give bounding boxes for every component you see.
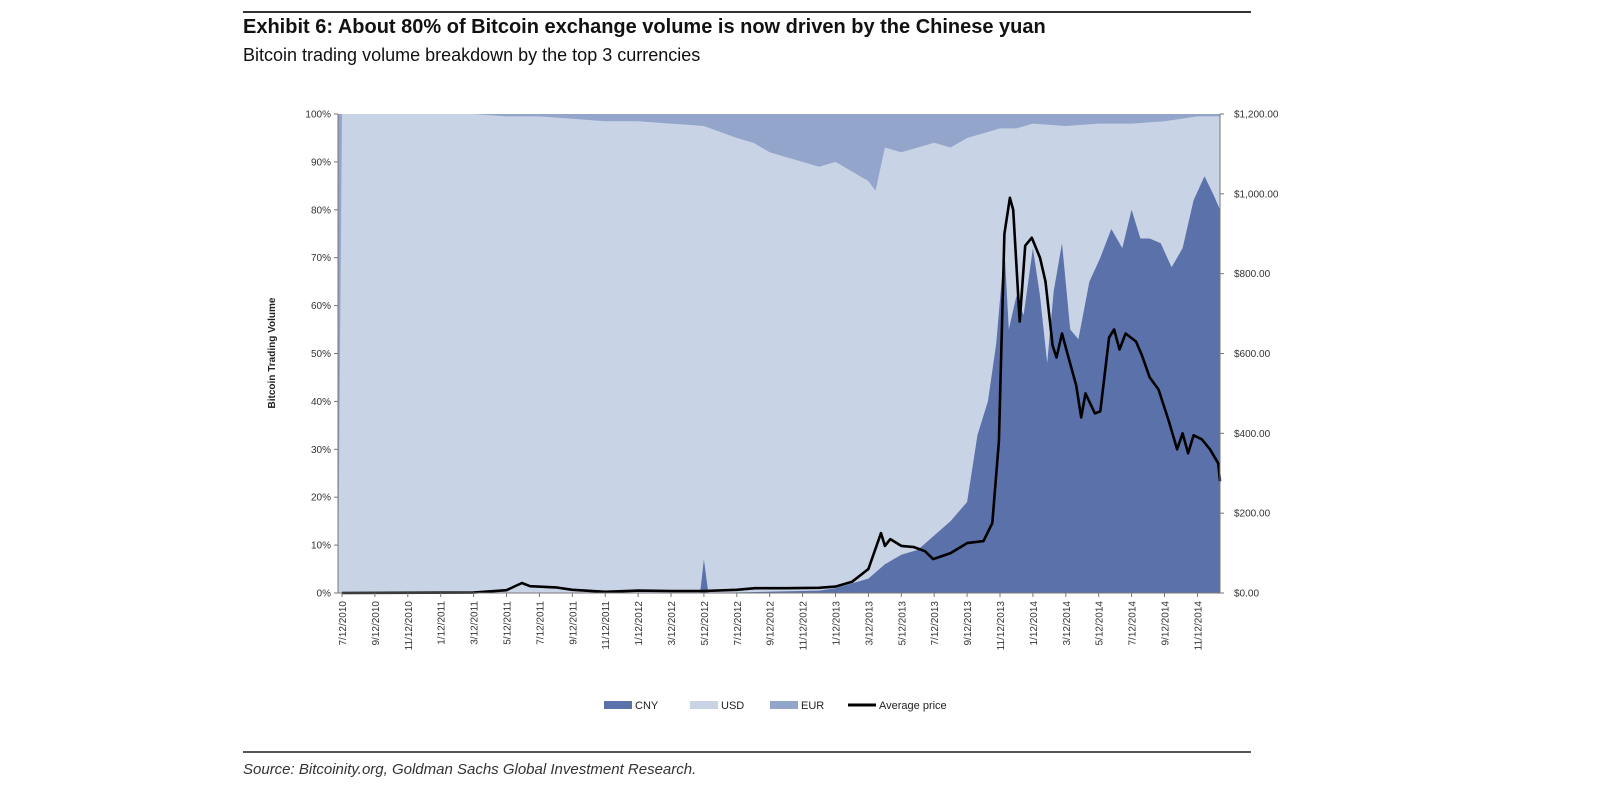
y2-tick-label: $200.00 bbox=[1234, 509, 1271, 520]
y2-tick-label: $800.00 bbox=[1234, 269, 1271, 280]
x-tick-label: 3/12/2012 bbox=[667, 601, 678, 646]
x-tick-label: 3/12/2014 bbox=[1062, 601, 1073, 646]
x-tick-label: 11/12/2011 bbox=[601, 601, 612, 650]
y-tick-label: 20% bbox=[311, 493, 331, 504]
y-tick-label: 40% bbox=[311, 397, 331, 408]
x-tick-label: 5/12/2012 bbox=[700, 601, 711, 646]
x-tick-label: 5/12/2014 bbox=[1095, 601, 1106, 646]
cny-area bbox=[338, 176, 1220, 594]
average-price-line bbox=[341, 196, 1222, 595]
x-tick-label: 1/12/2014 bbox=[1029, 601, 1040, 646]
x-tick-label: 1/12/2011 bbox=[437, 601, 448, 645]
x-tick-label: 11/12/2010 bbox=[404, 601, 415, 651]
y-tick-label: 60% bbox=[311, 301, 331, 312]
legend-label: USD bbox=[721, 700, 744, 712]
y2-tick-label: $400.00 bbox=[1234, 429, 1271, 440]
legend-swatch-usd bbox=[690, 701, 718, 709]
x-tick-label: 1/12/2013 bbox=[832, 601, 843, 646]
y-tick-label: 90% bbox=[311, 157, 331, 168]
y-tick-label: 10% bbox=[311, 541, 331, 552]
y2-tick-label: $1,200.00 bbox=[1234, 110, 1279, 121]
x-tick-label: 1/12/2012 bbox=[634, 601, 645, 646]
legend-swatch-eur bbox=[770, 701, 798, 709]
y2-tick-label: $1,000.00 bbox=[1234, 189, 1279, 200]
x-tick-label: 3/12/2011 bbox=[470, 601, 481, 645]
x-tick-label: 11/12/2014 bbox=[1193, 601, 1204, 651]
x-tick-label: 11/12/2013 bbox=[996, 601, 1007, 651]
x-tick-label: 9/12/2013 bbox=[963, 601, 974, 646]
top-rule bbox=[243, 11, 1251, 13]
x-tick-label: 7/12/2013 bbox=[930, 601, 941, 646]
legend-label: Average price bbox=[879, 700, 947, 712]
legend-swatch-cny bbox=[604, 701, 632, 709]
chart-title: Exhibit 6: About 80% of Bitcoin exchange… bbox=[243, 16, 1046, 38]
bottom-rule bbox=[243, 751, 1251, 753]
x-tick-label: 9/12/2014 bbox=[1161, 601, 1172, 646]
y-tick-label: 30% bbox=[311, 445, 331, 456]
x-tick-label: 9/12/2011 bbox=[568, 601, 579, 645]
x-tick-label: 7/12/2012 bbox=[733, 601, 744, 646]
y-tick-label: 0% bbox=[317, 589, 332, 600]
x-tick-label: 5/12/2011 bbox=[503, 601, 514, 645]
x-tick-label: 9/12/2012 bbox=[766, 601, 777, 646]
chart-subtitle: Bitcoin trading volume breakdown by the … bbox=[243, 45, 701, 65]
x-tick-label: 7/12/2010 bbox=[338, 601, 349, 646]
y-tick-label: 50% bbox=[311, 349, 331, 360]
x-tick-label: 3/12/2013 bbox=[864, 601, 875, 646]
areas bbox=[338, 114, 1222, 595]
y2-tick-label: $0.00 bbox=[1234, 589, 1259, 600]
y-axis-label: Bitcoin Trading Volume bbox=[267, 297, 278, 408]
x-tick-label: 9/12/2010 bbox=[371, 601, 382, 646]
y-tick-label: 70% bbox=[311, 253, 331, 264]
legend-label: CNY bbox=[635, 700, 659, 712]
y2-tick-label: $600.00 bbox=[1234, 349, 1271, 360]
source-note: Source: Bitcoinity.org, Goldman Sachs Gl… bbox=[243, 761, 697, 778]
axes: 0% 10% 20% 30% 40% 50% 60% 70% 80% 90% 100% $0.00 $2… bbox=[305, 110, 1279, 651]
y-tick-label: 100% bbox=[305, 110, 331, 121]
legend: CNY USD EUR Average price bbox=[604, 700, 947, 712]
x-tick-label: 7/12/2014 bbox=[1128, 601, 1139, 646]
y-tick-label: 80% bbox=[311, 205, 331, 216]
legend-label: EUR bbox=[801, 700, 824, 712]
x-tick-label: 5/12/2013 bbox=[897, 601, 908, 646]
x-tick-label: 7/12/2011 bbox=[535, 601, 546, 645]
x-tick-label: 11/12/2012 bbox=[799, 601, 810, 651]
